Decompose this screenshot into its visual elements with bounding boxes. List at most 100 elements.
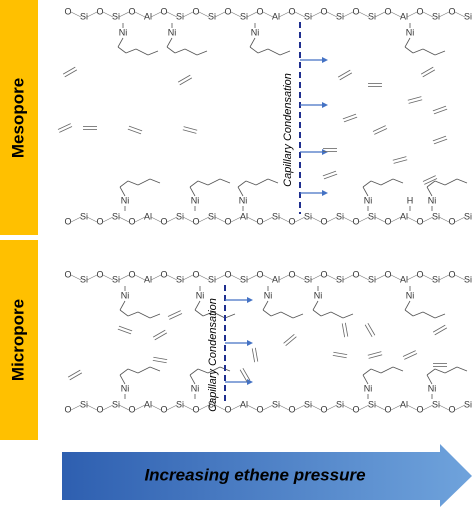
bond (166, 46, 176, 54)
bond (255, 178, 269, 186)
bond (184, 48, 198, 56)
atom: Si (272, 211, 280, 221)
bond (118, 325, 133, 332)
atom: O (320, 216, 327, 226)
bond (70, 274, 82, 281)
bond (119, 300, 126, 311)
arrow-head (247, 379, 253, 385)
bond (262, 300, 269, 311)
atom: Si (464, 274, 472, 284)
pendant-atom: Ni (364, 195, 373, 205)
bond (407, 96, 422, 101)
bond (182, 274, 194, 281)
bond (326, 274, 338, 281)
bond (392, 178, 404, 184)
bond (196, 50, 208, 56)
atom: Al (400, 399, 408, 409)
atom: Si (240, 274, 248, 284)
atom: O (352, 6, 359, 16)
bond (197, 368, 209, 374)
bond (444, 366, 458, 374)
bond (125, 48, 137, 54)
bond (182, 404, 194, 411)
bond (422, 11, 434, 18)
bond (239, 369, 248, 383)
pendant-atom: Ni (314, 290, 323, 300)
bond (358, 216, 370, 223)
bond (207, 366, 221, 374)
atom: O (128, 6, 135, 16)
bond (339, 72, 353, 81)
bond (189, 368, 199, 376)
bond (422, 175, 436, 182)
bond (119, 309, 129, 317)
bond (102, 11, 114, 18)
bond (262, 216, 274, 223)
atom: Al (144, 211, 152, 221)
bond (370, 180, 382, 186)
bond (283, 333, 295, 344)
bond (118, 11, 130, 18)
bond (194, 300, 201, 311)
bond (57, 123, 71, 130)
bond (312, 300, 319, 311)
bond (137, 178, 151, 186)
bond (64, 69, 78, 78)
bond (380, 366, 394, 374)
bond (150, 216, 162, 223)
atom: Si (176, 399, 184, 409)
bond (374, 216, 386, 223)
bond (374, 274, 386, 281)
atom: O (128, 269, 135, 279)
bond (454, 404, 466, 411)
bond (207, 178, 221, 186)
bond (214, 274, 226, 281)
bond (310, 404, 322, 411)
bond (86, 216, 98, 223)
bond (434, 368, 446, 374)
atom: O (288, 6, 295, 16)
bond (278, 404, 290, 411)
mesopore-bar (0, 0, 38, 235)
bond (134, 274, 146, 281)
atom: Si (304, 11, 312, 21)
bond (406, 404, 418, 411)
bond (182, 11, 194, 18)
bond (134, 11, 146, 18)
bond (149, 178, 161, 184)
bond (368, 354, 383, 359)
bond (358, 274, 370, 281)
bond (257, 48, 269, 54)
bond (102, 274, 114, 281)
atom: Si (368, 11, 376, 21)
bond (402, 350, 416, 357)
bond (374, 404, 386, 411)
bond (406, 11, 418, 18)
bond (254, 347, 259, 362)
bond (454, 216, 466, 223)
bond (454, 11, 466, 18)
atom: O (256, 216, 263, 226)
bond (127, 368, 139, 374)
atom: O (320, 269, 327, 279)
bond (102, 216, 114, 223)
bond (323, 173, 338, 180)
bond (404, 309, 414, 317)
bond (67, 369, 81, 378)
atom: O (224, 216, 231, 226)
atom: Si (432, 399, 440, 409)
bond (183, 126, 198, 131)
atom: O (192, 216, 199, 226)
atom: O (352, 216, 359, 226)
bond (224, 313, 236, 319)
bond (434, 50, 446, 56)
bond (262, 309, 272, 317)
bond (137, 311, 151, 319)
bond (412, 48, 424, 54)
bond (422, 69, 436, 78)
bond (118, 216, 130, 223)
bond (426, 368, 436, 376)
bond (214, 216, 226, 223)
bond (404, 37, 411, 48)
arrow-head (322, 190, 328, 196)
